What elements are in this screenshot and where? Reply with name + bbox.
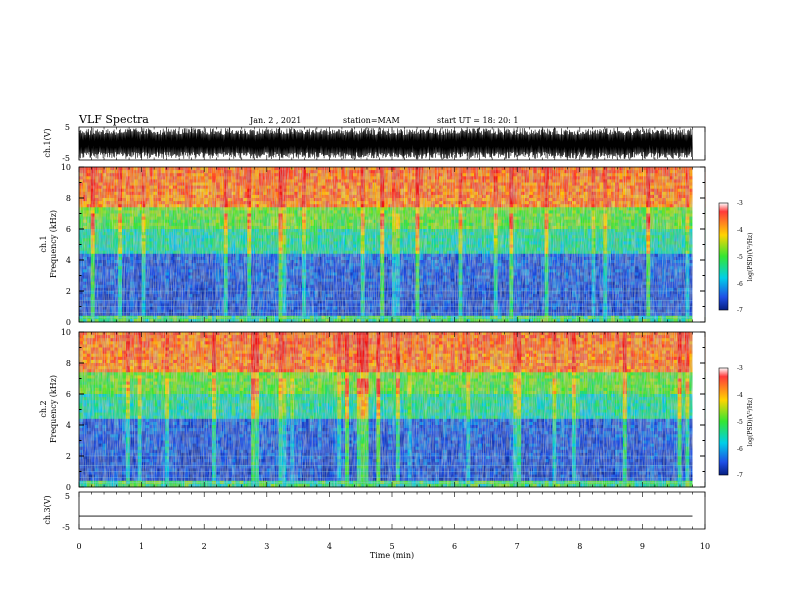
date-label: Jan. 2 , 2021	[249, 116, 301, 125]
ch1-ticks	[78, 127, 706, 160]
ch1-spectrogram	[79, 167, 706, 323]
station-label: station=MAM	[343, 116, 400, 125]
ch1-waveform-trace	[78, 127, 693, 160]
ch1-waveform-panel: ch.1(V) 5 -5	[43, 123, 706, 163]
ch1-ylabel: ch.1(V)	[43, 128, 52, 157]
ch1-ytick-5: 5	[65, 123, 70, 132]
figure-title: VLF Spectra	[78, 113, 149, 126]
start-time-label: start UT = 18: 20: 1	[437, 116, 518, 125]
ch1-ytick-neg5: -5	[62, 154, 70, 163]
